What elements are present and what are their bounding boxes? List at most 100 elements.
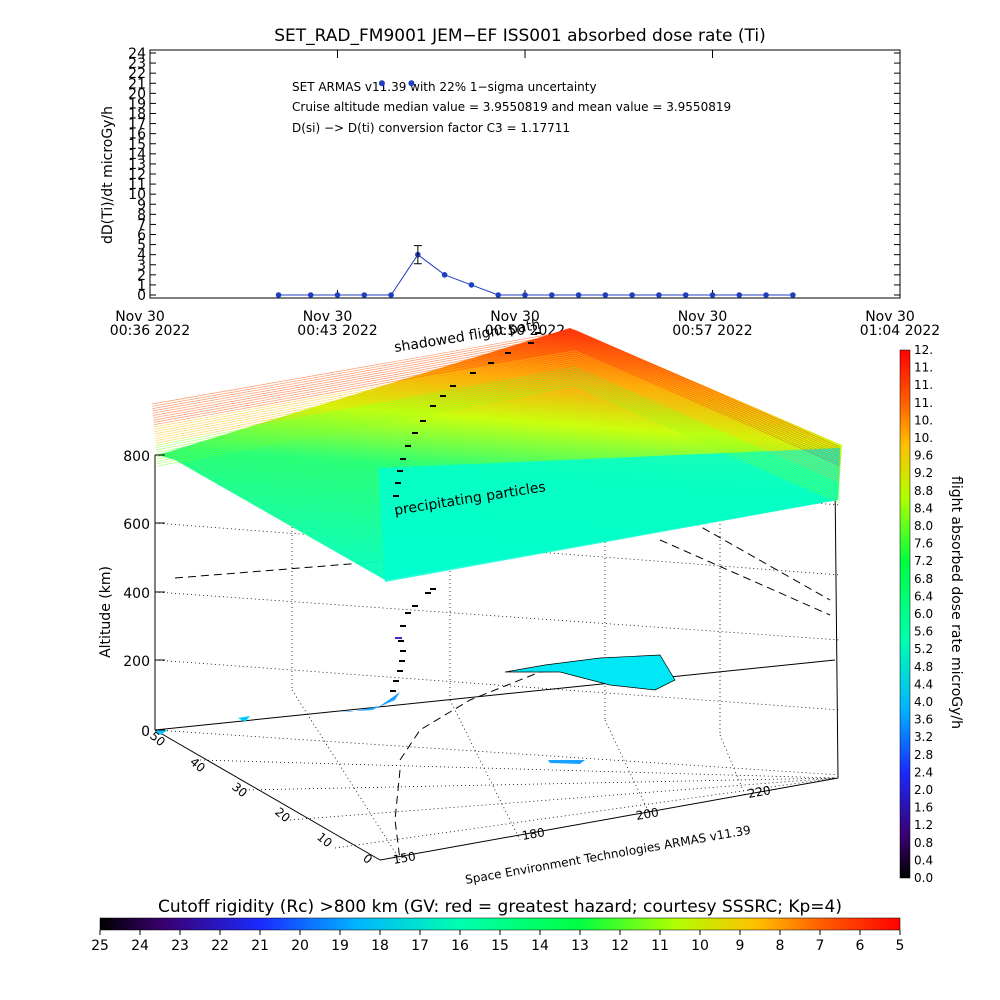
longitude-tick-label: 150 <box>392 849 417 867</box>
top-y-tick-label: 7 <box>137 217 146 233</box>
dose-rate-point <box>468 282 475 288</box>
top-y-tick-label: 11 <box>128 177 146 193</box>
top-y-tick-label: 18 <box>128 107 146 123</box>
right-colorbar-tick-label: 2.4 <box>914 765 933 779</box>
slab-layer-line <box>157 385 841 504</box>
top-x-tick-label-date: Nov 30 <box>678 309 728 325</box>
flight-path-segment <box>398 640 404 642</box>
top-y-tick-label: 1 <box>137 278 146 294</box>
flight-path-segment <box>412 605 418 607</box>
top-y-tick-label: 17 <box>128 117 146 133</box>
right-colorbar-tick-label: 6.4 <box>914 589 933 603</box>
bottom-colorbar-fill <box>99 917 901 931</box>
flight-path-segment <box>405 445 411 447</box>
top-y-tick-label: 5 <box>137 238 146 254</box>
slab-layer-line <box>155 364 841 483</box>
right-colorbar-tick-label: 1.6 <box>914 801 933 815</box>
flight-path-segment <box>535 332 541 334</box>
flight-path-segment <box>390 690 396 692</box>
right-colorbar-tick-label: 1.2 <box>914 818 933 832</box>
flight-path-segment <box>405 612 411 614</box>
dose-rate-point <box>495 292 502 298</box>
slab-layer-line <box>155 366 841 485</box>
bottom-colorbar-tick-label: 7 <box>816 938 825 954</box>
right-colorbar-tick-label: 4.0 <box>914 695 933 709</box>
dose-rate-point <box>709 292 716 298</box>
right-colorbar-tick-label: 0.0 <box>914 871 933 885</box>
slab-layer-line <box>156 381 841 500</box>
credit-label: Space Environment Technologies ARMAS v11… <box>464 823 752 887</box>
longitude-axis: 150 180 200 220 <box>392 783 772 867</box>
latitude-tick-label: 10 <box>314 830 335 851</box>
slab-layer-line <box>156 377 841 495</box>
flight-path-segment <box>397 470 403 472</box>
annotation-line-3: D(si) −> D(ti) conversion factor C3 = 1.… <box>292 121 570 135</box>
flight-path-segment <box>425 592 431 594</box>
right-colorbar-tick-label: 4.8 <box>914 660 933 674</box>
flight-path-segment <box>399 660 405 662</box>
right-colorbar-tick-label: 0.4 <box>914 853 933 867</box>
flight-path-segment <box>430 588 436 590</box>
slab-layer-line <box>152 339 841 458</box>
bottom-colorbar-tick-label: 13 <box>571 938 589 954</box>
dose-rate-point <box>763 292 769 298</box>
slab-layer-line <box>156 373 841 491</box>
top-panel: 0123456789101112131415161718192021222324… <box>100 46 940 339</box>
dose-rate-point <box>334 292 341 298</box>
chart-title: SET_RAD_FM9001 JEM−EF ISS001 absorbed do… <box>274 26 766 46</box>
flight-path-segment <box>470 372 476 374</box>
slab-layer-line <box>155 371 841 489</box>
flight-path-segment <box>430 405 436 407</box>
right-colorbar-label: flight absorbed dose rate microGy/h <box>948 476 964 729</box>
slab-layer-line <box>157 383 841 502</box>
dose-rate-point <box>275 292 282 298</box>
dose-rate-point <box>629 292 635 298</box>
slab-layer-line <box>152 337 841 456</box>
right-colorbar-tick-label: 11. <box>914 378 933 392</box>
right-colorbar-tick-label: 0.8 <box>914 836 933 850</box>
top-x-tick-label-date: Nov 30 <box>490 309 540 325</box>
right-colorbar-tick-label: 3.2 <box>914 730 933 744</box>
longitude-tick-label: 200 <box>635 805 660 823</box>
right-colorbar-tick-label: 4.4 <box>914 677 933 691</box>
right-colorbar-tick-label: 5.6 <box>914 625 933 639</box>
bottom-colorbar-title: Cutoff rigidity (Rc) >800 km (GV: red = … <box>158 897 842 917</box>
top-y-tick-label: 12 <box>128 167 146 183</box>
bottom-colorbar-tick-label: 11 <box>651 938 669 954</box>
latitude-tick-label: 40 <box>187 755 208 776</box>
dose-rate-series <box>275 80 796 298</box>
top-y-tick-label: 9 <box>137 197 146 213</box>
top-y-tick-label: 6 <box>137 228 146 244</box>
dose-rate-point <box>522 292 528 298</box>
flight-path-segment <box>420 420 426 422</box>
right-colorbar-fill <box>899 349 911 879</box>
dose-rate-point <box>682 292 689 298</box>
slab-layer-line <box>154 360 841 479</box>
right-colorbar-tick-label: 11. <box>914 361 933 375</box>
slab-layer-line <box>152 335 841 454</box>
outlier-point <box>378 80 385 87</box>
right-colorbar-ticks: 0.0 0.4 0.8 1.2 1.6 2.0 2.4 2.8 3.2 3.6 4.0 4.4 4.8 5… <box>914 343 933 885</box>
flight-path <box>390 332 541 692</box>
dose-rate-point <box>656 292 662 298</box>
slab-layer-line <box>152 331 841 450</box>
right-colorbar-tick-label: 9.2 <box>914 466 933 480</box>
right-colorbar-tick-label: 2.8 <box>914 748 933 762</box>
flight-path-segment <box>393 680 399 682</box>
right-colorbar-tick-label: 5.2 <box>914 642 933 656</box>
longitude-tick-label: 180 <box>521 825 546 843</box>
slab-front-face <box>378 448 840 582</box>
top-y-tick-label: 23 <box>128 56 146 72</box>
top-x-tick-label-time: 00:43 2022 <box>297 323 377 339</box>
flight-path-segment <box>450 385 456 387</box>
dose-rate-point <box>361 292 368 298</box>
flight-path-segment <box>528 342 534 344</box>
flight-path-segment <box>505 352 511 354</box>
right-colorbar: 0.0 0.4 0.8 1.2 1.6 2.0 2.4 2.8 3.2 3.6 4.0 4.4 4.8 5… <box>899 343 964 885</box>
bottom-colorbar-tick-label: 24 <box>131 938 149 954</box>
dose-rate-line <box>278 253 793 296</box>
bottom-colorbar-tick-label: 25 <box>91 938 109 954</box>
slab-layer-line <box>153 346 841 464</box>
